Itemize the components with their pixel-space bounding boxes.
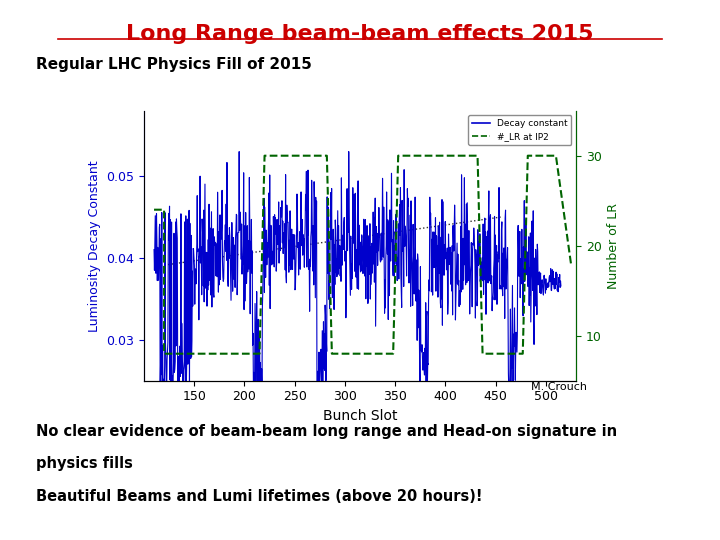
Y-axis label: Luminosity Decay Constant: Luminosity Decay Constant <box>88 160 101 332</box>
Text: M. Crouch: M. Crouch <box>531 382 587 393</box>
Text: Beautiful Beams and Lumi lifetimes (above 20 hours)!: Beautiful Beams and Lumi lifetimes (abov… <box>36 489 482 504</box>
Legend: Decay constant, #_LR at IP2: Decay constant, #_LR at IP2 <box>469 115 572 145</box>
Y-axis label: Number of LR: Number of LR <box>607 202 620 289</box>
X-axis label: Bunch Slot: Bunch Slot <box>323 409 397 423</box>
Text: Regular LHC Physics Fill of 2015: Regular LHC Physics Fill of 2015 <box>36 57 312 72</box>
Text: Long Range beam-beam effects 2015: Long Range beam-beam effects 2015 <box>126 24 594 44</box>
Text: No clear evidence of beam-beam long range and Head-on signature in: No clear evidence of beam-beam long rang… <box>36 424 617 439</box>
Text: physics fills: physics fills <box>36 456 133 471</box>
